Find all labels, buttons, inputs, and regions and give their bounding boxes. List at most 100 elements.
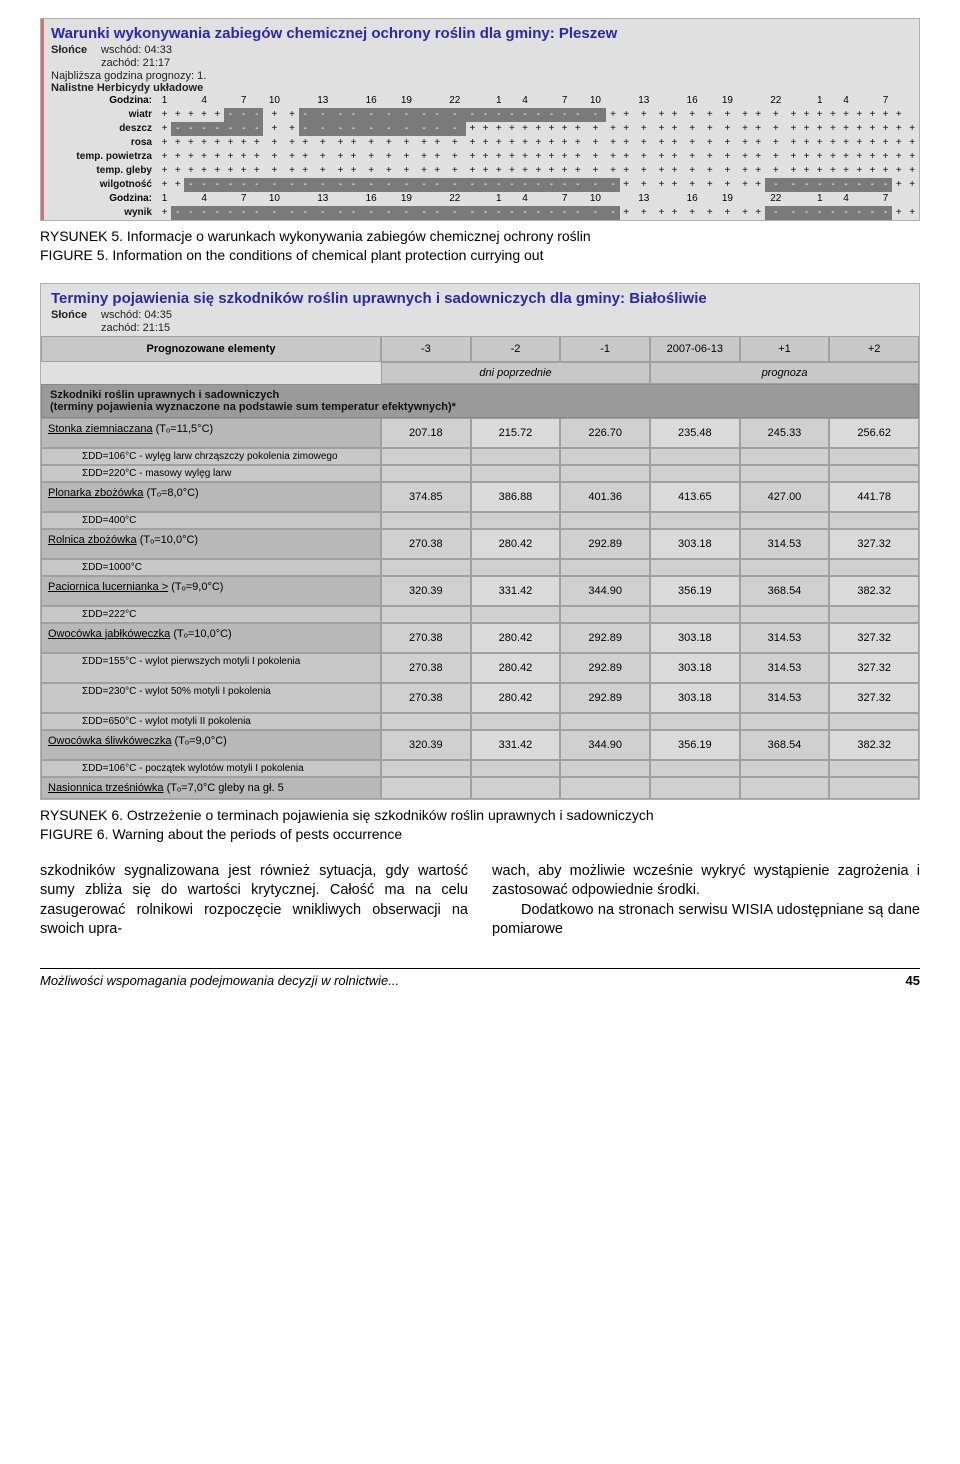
pest-value: 327.32: [829, 653, 919, 683]
sym-cell: +: [620, 206, 633, 220]
sym-cell: +: [184, 150, 197, 164]
hour-cell: 10: [584, 94, 606, 108]
sym-cell: +: [826, 122, 839, 136]
pest-value-empty: [829, 777, 919, 799]
pest-value: 386.88: [471, 482, 561, 512]
sym-cell: +: [703, 164, 716, 178]
sym-cell: +: [813, 150, 826, 164]
sym-cell: -: [787, 206, 800, 220]
hour-cell: [347, 192, 360, 206]
sym-cell: +: [584, 164, 606, 178]
sym-cell: +: [620, 164, 633, 178]
sunrise-2: wschód: 04:35: [101, 309, 172, 322]
sym-cell: +: [431, 150, 444, 164]
hour-cell: [479, 94, 492, 108]
pest-spacer: [829, 559, 919, 576]
sym-cell: +: [334, 136, 347, 150]
pest-spacer: [740, 559, 830, 576]
sym-cell: -: [334, 108, 347, 122]
sym-cell: +: [681, 136, 703, 150]
sym-cell: -: [558, 108, 571, 122]
pest-spacer: [471, 465, 561, 482]
hour-cell: [738, 94, 751, 108]
sym-cell: -: [466, 108, 479, 122]
hour-cell: [250, 192, 263, 206]
hour-cell: [431, 94, 444, 108]
sym-cell: +: [668, 178, 681, 192]
hour-cell: 10: [263, 94, 285, 108]
sym-cell: +: [738, 136, 751, 150]
sym-cell: +: [606, 164, 619, 178]
head-col: 2007-06-13: [650, 336, 740, 362]
hour-cell: 7: [237, 192, 250, 206]
pest-value: 292.89: [560, 683, 650, 713]
sym-cell: -: [171, 122, 184, 136]
sym-cell: +: [347, 136, 360, 150]
pest-value: 356.19: [650, 730, 740, 760]
sym-cell: +: [738, 164, 751, 178]
pest-spacer: [740, 606, 830, 623]
pest-spacer: [740, 760, 830, 777]
sym-cell: +: [633, 150, 655, 164]
sym-cell: +: [171, 108, 184, 122]
sym-cell: +: [466, 136, 479, 150]
sym-cell: -: [813, 206, 826, 220]
hour-cell: [853, 192, 866, 206]
sym-cell: +: [738, 206, 751, 220]
pest-spacer: [471, 713, 561, 730]
sym-cell: -: [431, 206, 444, 220]
sym-cell: -: [879, 206, 892, 220]
hour-cell: [800, 192, 813, 206]
hour-cell: [466, 192, 479, 206]
sym-cell: +: [620, 108, 633, 122]
hour-cell: 1: [158, 94, 171, 108]
sym-cell: +: [479, 122, 492, 136]
row-label: wilgotność: [41, 178, 158, 192]
hour-cell: 19: [716, 94, 738, 108]
hour-cell: 4: [519, 192, 532, 206]
sym-cell: +: [765, 122, 787, 136]
sym-cell: +: [787, 150, 800, 164]
sym-cell: -: [839, 178, 852, 192]
sym-cell: +: [839, 164, 852, 178]
sym-cell: +: [800, 164, 813, 178]
sym-cell: +: [505, 150, 518, 164]
hour-cell: 19: [716, 192, 738, 206]
sym-cell: -: [334, 206, 347, 220]
sym-cell: +: [853, 108, 866, 122]
pest-spacer: [829, 512, 919, 529]
pest-value: 374.85: [381, 482, 471, 512]
sym-cell: +: [892, 122, 905, 136]
herbicide-line: Nalistne Herbicydy układowe: [41, 82, 919, 94]
hour-cell: [787, 192, 800, 206]
hour-cell: [171, 192, 184, 206]
sym-cell: +: [334, 150, 347, 164]
sym-cell: -: [417, 122, 430, 136]
sym-cell: +: [655, 150, 668, 164]
sym-cell: -: [285, 206, 298, 220]
sym-cell: -: [334, 178, 347, 192]
sunrise: wschód: 04:33: [101, 44, 172, 57]
sym-cell: +: [479, 150, 492, 164]
pest-spacer: [381, 448, 471, 465]
hour-cell: 16: [360, 192, 382, 206]
pest-row: Nasionnica trześniówka (Tₒ=7,0°C gleby n…: [41, 777, 919, 799]
sym-cell: +: [668, 164, 681, 178]
sym-cell: +: [892, 164, 905, 178]
sym-cell: -: [431, 122, 444, 136]
hour-cell: [606, 94, 619, 108]
pest-value: 270.38: [381, 653, 471, 683]
pest-row: Rolnica zbożówka (Tₒ=10,0°C)270.38280.42…: [41, 529, 919, 559]
sym-cell: -: [224, 108, 237, 122]
sym-cell: +: [765, 136, 787, 150]
hour-cell: 22: [444, 192, 466, 206]
sym-cell: -: [360, 122, 382, 136]
sunset-2: zachód: 21:15: [101, 322, 172, 335]
hour-cell: 1: [492, 192, 505, 206]
hour-cell: [532, 94, 545, 108]
sym-cell: -: [853, 178, 866, 192]
head-col: -1: [560, 336, 650, 362]
sym-cell: -: [532, 178, 545, 192]
pest-value: 280.42: [471, 653, 561, 683]
hour-cell: 22: [765, 94, 787, 108]
